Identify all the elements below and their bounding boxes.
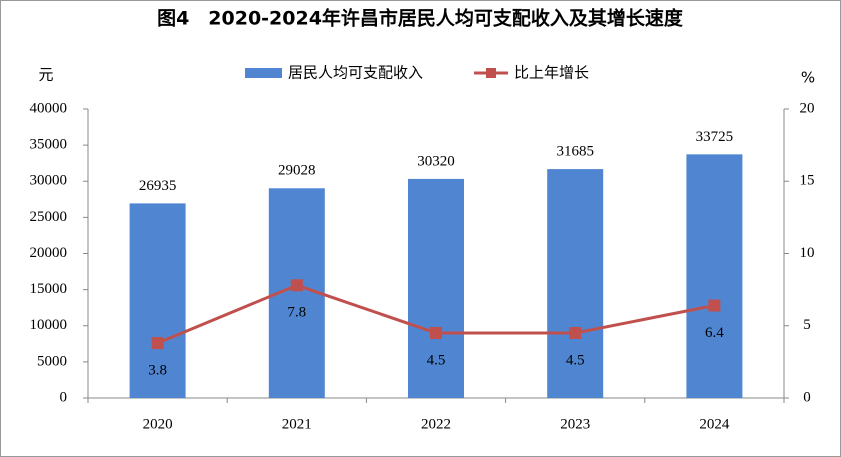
legend-label: 比上年增长	[514, 64, 589, 82]
chart-title: 图4 2020-2024年许昌市居民人均可支配收入及其增长速度	[157, 7, 684, 30]
value-label: 33725	[696, 129, 734, 145]
y2-axis-label: %	[801, 69, 815, 87]
marker	[151, 337, 164, 350]
value-label: 6.4	[705, 325, 724, 341]
x-tick-label: 2020	[143, 416, 173, 432]
bar	[547, 169, 604, 398]
x-tick-label: 2024	[699, 416, 730, 432]
y-tick-label: 10000	[30, 317, 68, 333]
legend-swatch	[245, 68, 282, 78]
y2-tick-label: 15	[800, 173, 815, 189]
value-label: 29028	[278, 163, 316, 179]
y-tick-label: 25000	[30, 209, 68, 225]
x-tick-label: 2023	[560, 416, 590, 432]
y-tick-label: 30000	[30, 173, 68, 189]
y-tick-label: 5000	[37, 353, 67, 369]
value-label: 7.8	[287, 305, 306, 321]
x-tick-label: 2021	[282, 416, 312, 432]
marker	[569, 326, 582, 339]
marker	[430, 326, 442, 339]
y-tick-label: 15000	[30, 281, 68, 297]
y2-tick-label: 20	[800, 100, 815, 116]
bar	[129, 203, 186, 398]
value-label: 26935	[139, 178, 177, 194]
y-tick-label: 35000	[30, 137, 68, 153]
marker	[290, 279, 303, 292]
marker	[708, 299, 721, 312]
y-tick-label: 0	[60, 389, 68, 405]
y-tick-label: 20000	[30, 245, 68, 261]
y2-tick-label: 10	[800, 245, 815, 261]
legend-marker	[486, 68, 496, 78]
y2-tick-label: 5	[803, 317, 811, 333]
value-label: 4.5	[566, 352, 585, 368]
value-label: 31685	[556, 144, 594, 160]
bar	[408, 178, 464, 398]
value-label: 3.8	[148, 363, 167, 379]
value-label: 30320	[417, 153, 455, 169]
y2-tick-label: 0	[803, 389, 811, 405]
bar	[686, 154, 743, 398]
x-tick-label: 2022	[421, 416, 451, 432]
y-tick-label: 40000	[30, 100, 68, 116]
y-axis-label: 元	[38, 66, 53, 84]
legend-label: 居民人均可支配收入	[288, 64, 423, 82]
value-label: 4.5	[427, 352, 446, 368]
